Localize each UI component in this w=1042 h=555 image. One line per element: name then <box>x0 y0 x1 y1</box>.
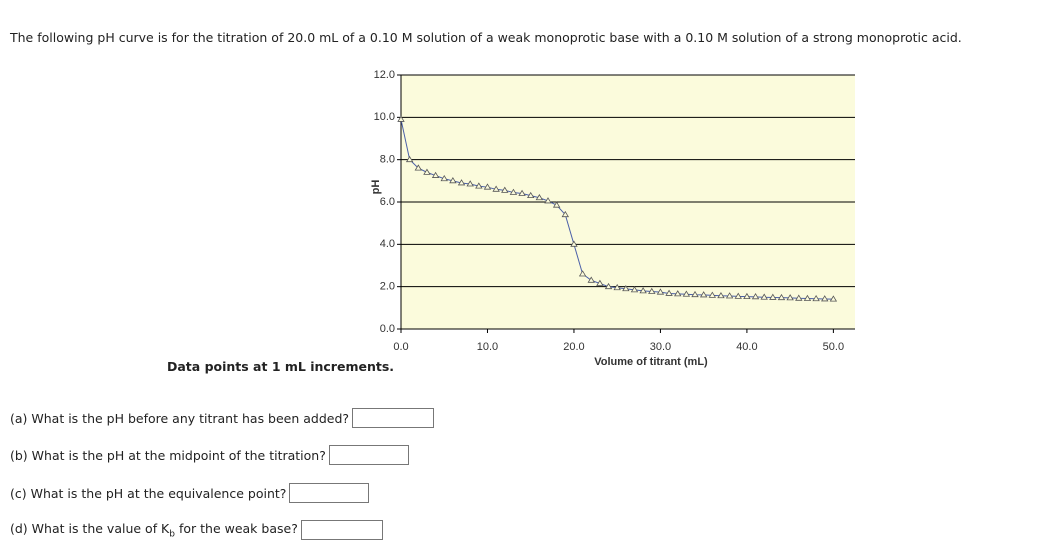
x-tick-label: 20.0 <box>563 341 584 353</box>
data-point <box>769 293 777 300</box>
data-point <box>544 197 552 204</box>
y-tick-label: 0.0 <box>380 323 395 335</box>
data-point <box>682 290 691 297</box>
data-point <box>483 183 492 190</box>
data-point <box>552 201 561 208</box>
data-point <box>656 288 665 295</box>
question-label: (d) What is the value of Kb for the weak… <box>10 521 298 540</box>
y-tick-label: 4.0 <box>380 238 395 250</box>
question: (c) What is the pH at the equivalence po… <box>10 483 370 503</box>
y-tick-label: 6.0 <box>380 196 395 208</box>
data-point <box>578 270 587 277</box>
y-axis-label: pH <box>370 180 382 195</box>
data-point <box>725 292 734 299</box>
data-point <box>821 295 829 302</box>
data-point <box>786 294 794 301</box>
data-point <box>466 180 474 187</box>
data-point <box>691 290 699 298</box>
question: (a) What is the pH before any titrant ha… <box>10 408 435 428</box>
data-point <box>665 289 673 296</box>
question-label: (c) What is the pH at the equivalence po… <box>10 485 287 501</box>
answer-input[interactable] <box>328 445 409 465</box>
data-point <box>414 164 423 171</box>
data-point <box>708 291 717 298</box>
data-point <box>492 185 500 192</box>
data-point <box>509 188 518 195</box>
data-point <box>457 179 466 186</box>
data-point <box>604 282 613 290</box>
data-point <box>587 276 595 283</box>
data-point <box>405 155 414 163</box>
data-point <box>734 292 742 299</box>
question: (d) What is the value of Kb for the weak… <box>10 520 383 540</box>
answer-input[interactable] <box>289 483 370 503</box>
question-label: (a) What is the pH before any titrant ha… <box>10 410 350 426</box>
question: (b) What is the pH at the midpoint of th… <box>10 445 409 465</box>
data-point <box>596 279 604 286</box>
data-point <box>648 287 656 294</box>
y-tick-label: 8.0 <box>380 154 395 166</box>
answer-input[interactable] <box>300 520 383 540</box>
x-tick-label: 30.0 <box>650 341 671 353</box>
x-tick-label: 0.0 <box>393 341 408 353</box>
x-axis-label: Volume of titrant (mL) <box>594 356 708 368</box>
data-point <box>639 287 647 294</box>
y-tick-label: 10.0 <box>374 111 395 123</box>
data-point <box>622 285 630 292</box>
data-point <box>803 294 812 301</box>
data-point <box>613 283 621 291</box>
data-point <box>440 174 448 182</box>
question-text: (d) What is the value of K <box>10 520 170 536</box>
data-point <box>795 294 803 301</box>
data-point <box>449 177 457 184</box>
data-point <box>829 295 838 302</box>
intro-text: The following pH curve is for the titrat… <box>10 30 962 45</box>
data-point <box>535 193 544 201</box>
data-point <box>561 210 570 218</box>
data-point <box>431 171 440 178</box>
data-point <box>518 189 526 196</box>
data-point <box>760 293 768 300</box>
x-tick-label: 40.0 <box>736 341 757 353</box>
subscript: b <box>169 529 175 540</box>
data-point <box>397 115 405 122</box>
data-point <box>743 292 751 300</box>
answer-input[interactable] <box>352 408 435 428</box>
data-point <box>527 191 535 199</box>
question-label: (b) What is the pH at the midpoint of th… <box>10 447 326 463</box>
x-tick-label: 10.0 <box>477 341 498 353</box>
x-tick-label: 50.0 <box>823 341 844 353</box>
note: Data points at 1 mL increments. <box>167 359 395 374</box>
data-point <box>570 240 578 247</box>
question-text: for the weak base? <box>174 520 298 536</box>
data-point <box>475 182 483 189</box>
data-point <box>630 286 639 293</box>
data-point <box>501 186 509 193</box>
data-point <box>423 168 431 175</box>
data-point <box>699 291 708 298</box>
y-tick-label: 12.0 <box>374 69 395 81</box>
data-point <box>751 293 760 300</box>
y-tick-label: 2.0 <box>380 281 395 293</box>
data-point <box>777 293 786 301</box>
data-point <box>717 291 725 299</box>
data-point <box>812 294 820 302</box>
data-point <box>674 290 682 297</box>
